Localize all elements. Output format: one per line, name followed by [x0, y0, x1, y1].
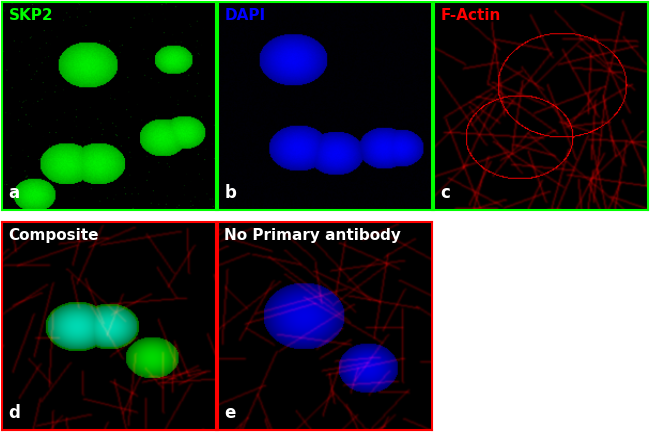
Text: e: e	[224, 404, 236, 422]
Text: c: c	[441, 184, 450, 202]
Text: a: a	[8, 184, 20, 202]
Text: SKP2: SKP2	[8, 8, 53, 23]
Text: No Primary antibody: No Primary antibody	[224, 228, 401, 243]
Text: F-Actin: F-Actin	[441, 8, 500, 23]
Text: Composite: Composite	[8, 228, 99, 243]
Text: b: b	[224, 184, 237, 202]
Text: d: d	[8, 404, 20, 422]
Text: DAPI: DAPI	[224, 8, 266, 23]
